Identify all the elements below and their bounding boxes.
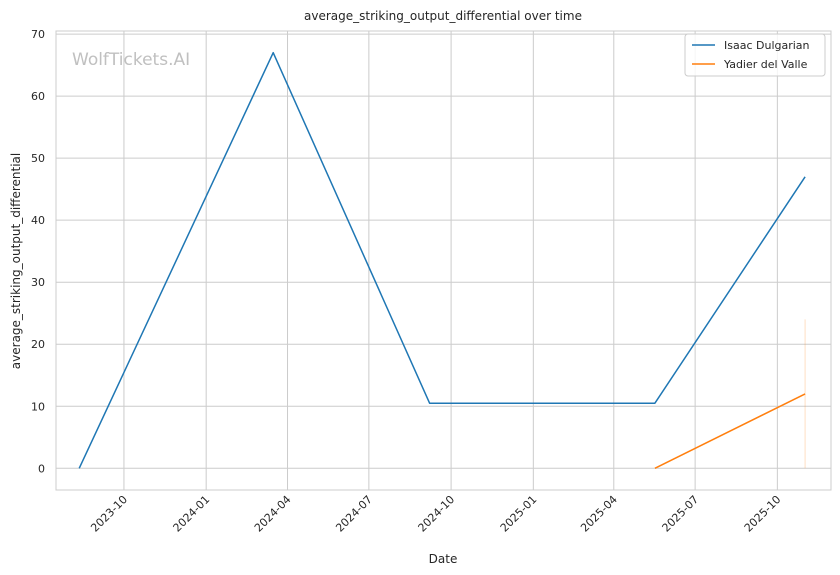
x-gridlines <box>123 31 778 490</box>
x-axis-label: Date <box>429 552 458 566</box>
y-axis-label: average_striking_output_differential <box>9 153 23 369</box>
series-line-2 <box>654 393 806 469</box>
y-tick-label: 30 <box>31 276 45 289</box>
legend: Isaac Dulgarian Yadier del Valle <box>684 33 826 77</box>
series-line-1 <box>78 51 806 469</box>
legend-label: Yadier del Valle <box>723 58 808 71</box>
watermark-text: WolfTickets.AI <box>72 50 190 70</box>
y-tick-labels: 0 10 20 30 40 50 60 70 <box>31 28 45 475</box>
y-tick-label: 60 <box>31 90 45 103</box>
y-tick-label: 70 <box>31 28 45 41</box>
y-tick-label: 20 <box>31 338 45 351</box>
plot-area <box>55 30 832 491</box>
y-tick-label: 0 <box>38 462 45 475</box>
chart-title: average_striking_output_differential ove… <box>304 9 582 23</box>
y-gridlines <box>56 33 831 469</box>
y-tick-label: 50 <box>31 152 45 165</box>
y-tick-label: 40 <box>31 214 45 227</box>
legend-box <box>684 33 826 77</box>
series-layer <box>78 51 806 469</box>
y-tick-label: 10 <box>31 400 45 413</box>
legend-label: Isaac Dulgarian <box>724 39 810 52</box>
